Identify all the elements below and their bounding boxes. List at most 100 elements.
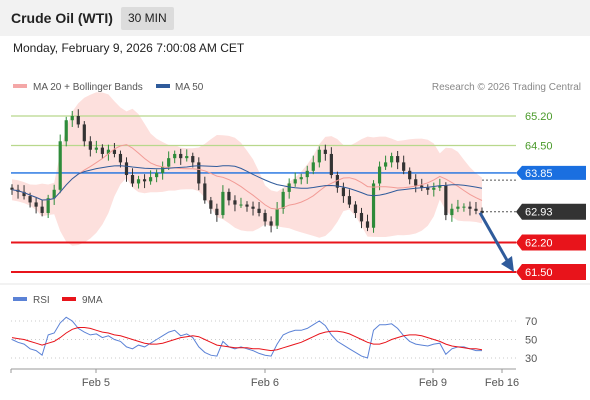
forecast-arrow bbox=[478, 211, 514, 272]
candle-body bbox=[335, 175, 339, 188]
candle-body bbox=[124, 162, 129, 176]
candle-body bbox=[106, 149, 111, 154]
candle-body bbox=[263, 212, 267, 222]
candle-body bbox=[185, 156, 189, 159]
forecast-arrow-head bbox=[501, 256, 514, 272]
candle-body bbox=[142, 179, 147, 182]
candle-body bbox=[408, 170, 412, 180]
candle-body bbox=[293, 179, 297, 184]
candle-body bbox=[438, 185, 442, 188]
candle-body bbox=[88, 141, 92, 150]
candle-body bbox=[468, 206, 472, 209]
top-bar: Crude Oil (WTI) 30 MIN bbox=[0, 0, 590, 36]
legend-ma50: MA 50 bbox=[175, 82, 204, 93]
candle-body bbox=[58, 141, 62, 190]
candle-body bbox=[275, 208, 279, 226]
candle-body bbox=[64, 120, 68, 142]
candles bbox=[10, 109, 484, 233]
candle-body bbox=[432, 187, 436, 190]
candle-body bbox=[299, 177, 303, 180]
candle-body bbox=[390, 156, 394, 163]
candle-body bbox=[191, 156, 195, 163]
candle-body bbox=[82, 124, 86, 142]
candle-body bbox=[40, 206, 44, 213]
candle-body bbox=[197, 162, 201, 184]
candle-body bbox=[474, 208, 478, 211]
credit-text: Research © 2026 Trading Central bbox=[432, 82, 581, 93]
candle-body bbox=[155, 172, 159, 178]
x-tick-label: Feb 6 bbox=[251, 377, 279, 389]
candle-body bbox=[462, 206, 466, 208]
candle-body bbox=[22, 191, 26, 197]
candle-body bbox=[233, 200, 237, 205]
candle-body bbox=[245, 204, 249, 207]
last-price-label: 62.93 bbox=[525, 207, 553, 219]
rsi-tick-label: 50 bbox=[525, 335, 537, 347]
candle-body bbox=[402, 162, 406, 171]
ma50-legend-swatch bbox=[156, 84, 170, 88]
rsi-line bbox=[11, 316, 482, 359]
pivot-label: 63.85 bbox=[525, 168, 553, 180]
candle-body bbox=[167, 158, 171, 167]
support-tag bbox=[516, 264, 586, 280]
candle-body bbox=[323, 149, 327, 154]
candle-body bbox=[329, 153, 333, 176]
candle-body bbox=[444, 185, 448, 216]
candle-body bbox=[450, 208, 454, 216]
pivot-tag bbox=[516, 165, 586, 180]
candle-body bbox=[383, 162, 388, 167]
candle-body bbox=[28, 196, 32, 203]
candle-body bbox=[414, 179, 418, 186]
candle-body bbox=[209, 200, 213, 209]
interval-button[interactable]: 30 MIN bbox=[121, 7, 174, 30]
candle-body bbox=[305, 170, 309, 178]
legend-rsi: RSI bbox=[33, 295, 50, 306]
x-tick-label: Feb 5 bbox=[82, 377, 110, 389]
chart-area: MA 20 + Bollinger Bands MA 50 Research ©… bbox=[0, 82, 590, 389]
support-tag bbox=[516, 234, 586, 251]
candle-body bbox=[112, 149, 117, 154]
candle-body bbox=[251, 206, 255, 209]
candle-body bbox=[365, 221, 370, 228]
candle-body bbox=[426, 187, 430, 190]
datetime-label: Monday, February 9, 2026 7:00:08 AM CET bbox=[13, 41, 245, 55]
candle-body bbox=[136, 179, 141, 184]
last-price-tag bbox=[516, 203, 586, 220]
ma50-line bbox=[11, 165, 483, 201]
moving-averages bbox=[11, 144, 483, 210]
candle-body bbox=[311, 162, 315, 171]
candle-body bbox=[281, 191, 285, 209]
candle-body bbox=[130, 175, 135, 184]
candle-body bbox=[227, 191, 231, 201]
support-label: 62.20 bbox=[525, 237, 553, 249]
candle-body bbox=[456, 206, 460, 209]
candle-body bbox=[179, 153, 183, 159]
candle-body bbox=[420, 185, 424, 188]
candle-body bbox=[221, 191, 225, 216]
ma20-line bbox=[11, 144, 483, 210]
bollinger-legend-swatch bbox=[13, 84, 27, 88]
candle-body bbox=[34, 202, 38, 207]
candle-body bbox=[341, 187, 346, 197]
candle-body bbox=[287, 183, 291, 192]
candle-body bbox=[396, 156, 400, 163]
rsi-panel: 70 50 30 bbox=[11, 316, 537, 365]
rsi-ma-line bbox=[11, 327, 483, 352]
candle-body bbox=[94, 147, 98, 150]
candle-body bbox=[52, 189, 56, 199]
rsi-tick-label: 30 bbox=[525, 353, 537, 365]
candle-body bbox=[377, 166, 382, 184]
rsi-ma-legend-swatch bbox=[62, 297, 76, 301]
candle-body bbox=[148, 177, 153, 182]
candle-body bbox=[46, 198, 50, 213]
forecast-arrow-shaft bbox=[478, 211, 510, 263]
legend-rsi-ma: 9MA bbox=[82, 295, 103, 306]
price-levels: 65.20 64.50 63.85 62.93 62.20 61.50 bbox=[11, 111, 586, 280]
candle-body bbox=[257, 208, 261, 213]
candle-body bbox=[371, 183, 376, 228]
candle-body bbox=[10, 187, 14, 190]
x-tick-label: Feb 9 bbox=[419, 377, 447, 389]
candle-body bbox=[317, 149, 321, 163]
candle-body bbox=[347, 196, 352, 205]
instrument-title: Crude Oil (WTI) bbox=[11, 10, 113, 26]
